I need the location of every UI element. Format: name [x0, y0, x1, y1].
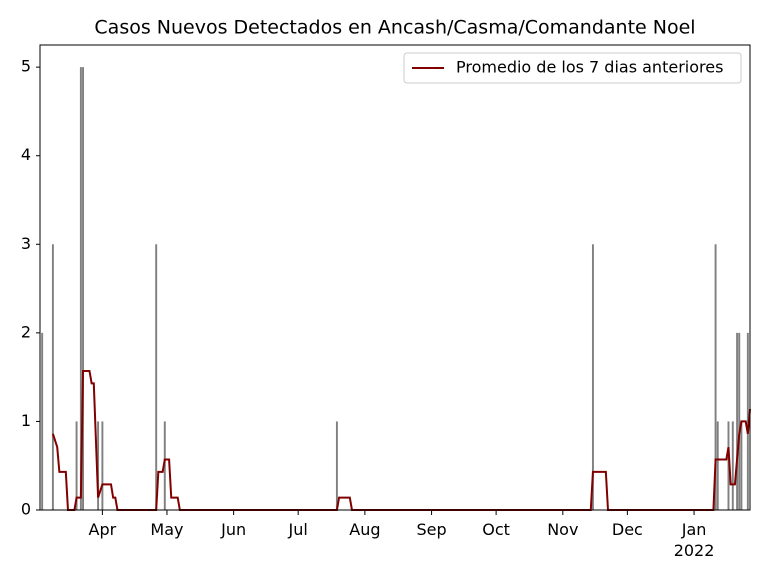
x-tick-label: Sep	[416, 520, 446, 539]
bar	[731, 421, 734, 510]
bar	[740, 421, 743, 510]
bar	[335, 421, 338, 510]
bar	[79, 67, 82, 511]
x-tick-label-line: Dec	[612, 520, 643, 539]
bar	[51, 244, 54, 511]
chart-title: Casos Nuevos Detectados en Ancash/Casma/…	[94, 17, 695, 39]
bar	[41, 332, 44, 510]
x-tick-label-line: Oct	[482, 520, 510, 539]
x-tick-label: Jun	[220, 520, 246, 539]
x-tick-label-line: Jun	[220, 520, 246, 539]
y-tick-label: 3	[21, 234, 31, 253]
x-tick-label-line: Aug	[349, 520, 380, 539]
bar	[716, 421, 719, 510]
bar	[727, 421, 730, 510]
x-tick-label-line: May	[150, 520, 183, 539]
bar	[97, 421, 100, 510]
bar	[75, 421, 78, 510]
y-tick-label: 2	[21, 322, 31, 341]
x-tick-label: Oct	[482, 520, 510, 539]
x-tick-label-line: Nov	[547, 520, 578, 539]
x-tick-label-line: Jul	[288, 520, 308, 539]
x-tick-label: Jan 2022	[674, 520, 715, 560]
bar	[738, 332, 741, 510]
x-tick-label: May	[150, 520, 183, 539]
bar	[82, 67, 84, 511]
y-tick-label: 5	[21, 57, 31, 76]
legend-box	[403, 52, 742, 84]
x-tick-label: Dec	[612, 520, 643, 539]
x-tick-label: Aug	[349, 520, 380, 539]
bar	[591, 244, 594, 511]
legend-label: Promedio de los 7 dias anteriores	[456, 58, 723, 77]
bar	[714, 244, 717, 511]
x-tick-label-line: Jan	[681, 520, 707, 539]
line	[51, 369, 751, 511]
bar	[163, 421, 166, 510]
y-tick-label: 0	[21, 500, 31, 519]
axes-frame	[39, 44, 751, 511]
x-tick-label: Apr	[89, 520, 117, 539]
x-tick-label-line: Apr	[89, 520, 117, 539]
bar	[736, 332, 739, 510]
y-tick-label: 4	[21, 145, 31, 164]
x-tick-label-line: 2022	[674, 541, 715, 560]
y-tick-label: 1	[21, 411, 31, 430]
x-tick-label: Nov	[547, 520, 578, 539]
bar	[101, 421, 104, 510]
x-tick-label: Jul	[288, 520, 308, 539]
bar	[746, 332, 749, 510]
bar	[155, 244, 158, 511]
legend: Promedio de los 7 dias anteriores	[403, 52, 742, 84]
x-tick-label-line: Sep	[416, 520, 446, 539]
